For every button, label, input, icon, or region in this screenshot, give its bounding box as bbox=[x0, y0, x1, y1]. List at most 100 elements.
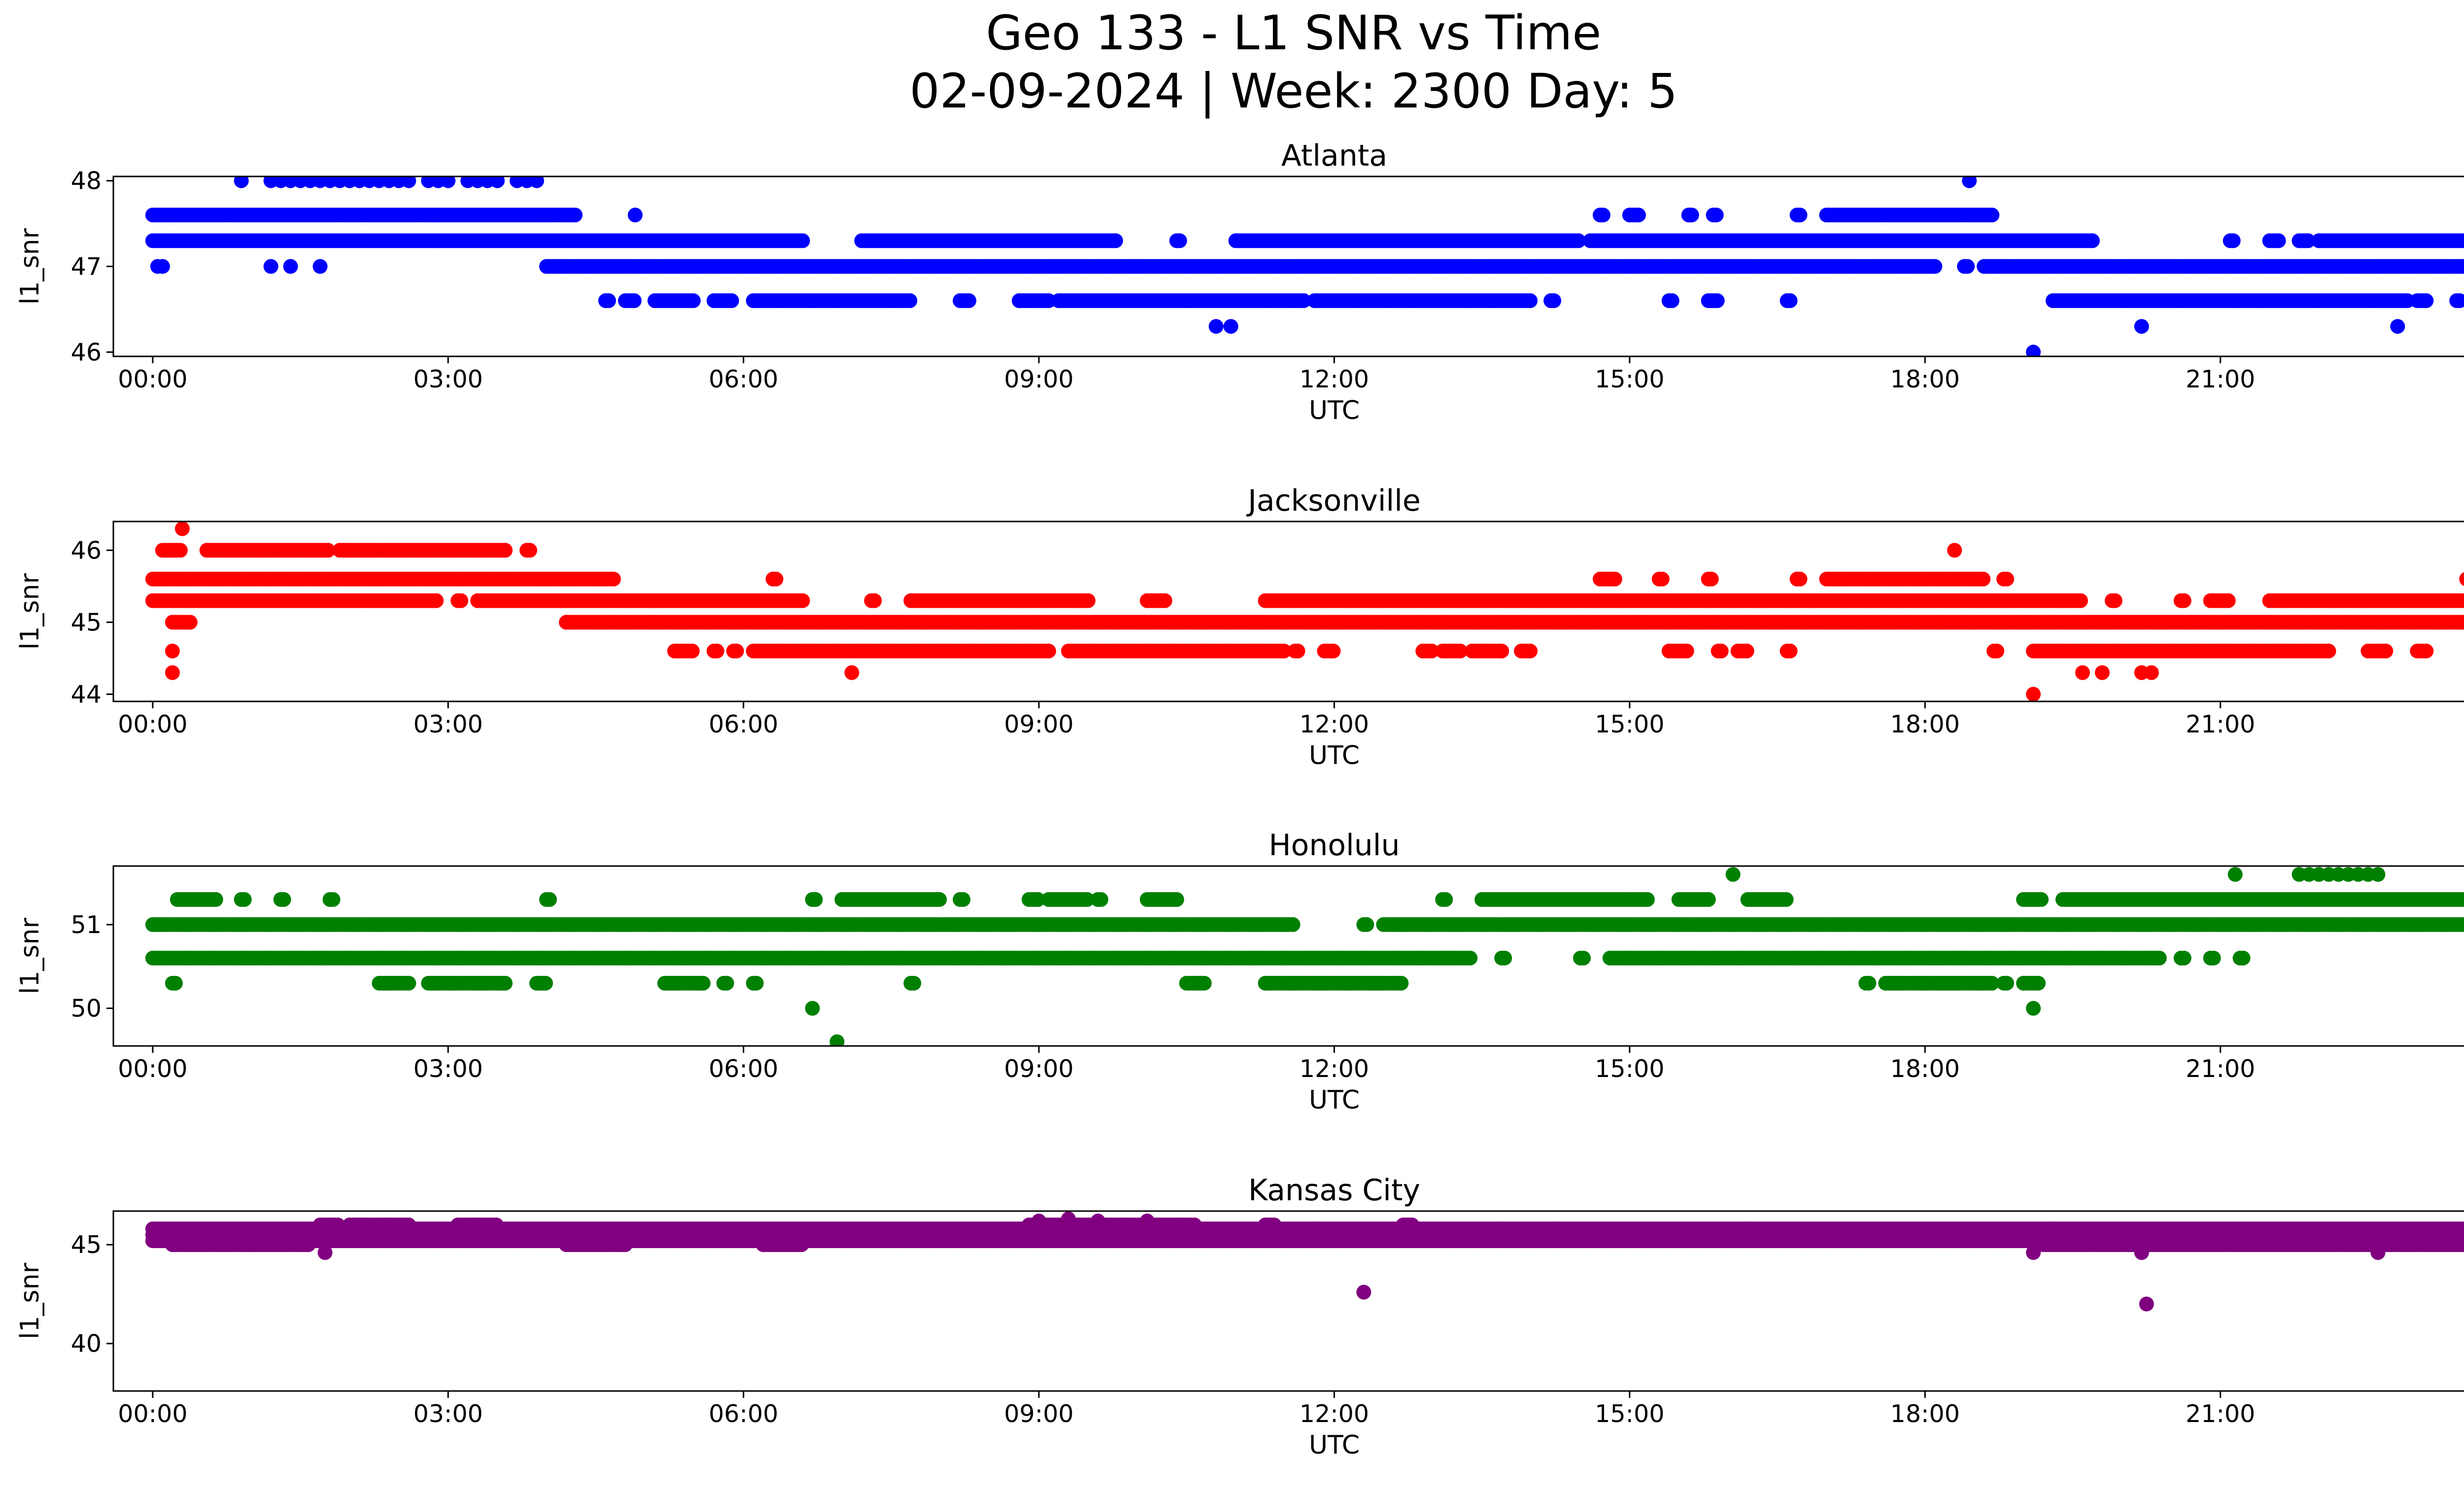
x-tick-label: 12:00 bbox=[1300, 710, 1369, 738]
data-point bbox=[1453, 643, 1468, 659]
subplot-jacksonville: 00:00 03:00 06:00 09:00 12:00 15:00 18:00 21:00… bbox=[15, 484, 2464, 770]
data-point bbox=[2221, 593, 2236, 608]
data-point bbox=[1276, 643, 1292, 659]
x-tick-label: 00:00 bbox=[118, 365, 187, 393]
data-point bbox=[1701, 892, 1716, 907]
data-point bbox=[2225, 233, 2241, 248]
data-point bbox=[902, 293, 918, 308]
data-point bbox=[453, 593, 469, 608]
data-point bbox=[2462, 236, 2464, 246]
data-point bbox=[1208, 319, 1224, 334]
data-point bbox=[1523, 643, 1538, 659]
data-point bbox=[2460, 594, 2464, 607]
data-point bbox=[1523, 293, 1538, 308]
data-point bbox=[1595, 208, 1610, 223]
y-axis-label: l1_snr bbox=[15, 573, 45, 650]
data-point bbox=[1710, 293, 1725, 308]
data-point bbox=[165, 665, 180, 680]
data-point bbox=[165, 643, 180, 659]
data-point bbox=[1041, 643, 1057, 659]
x-axis-label: UTC bbox=[1309, 741, 1360, 770]
data-point bbox=[684, 643, 700, 659]
data-point bbox=[1962, 176, 1977, 188]
data-point bbox=[208, 892, 223, 907]
data-point bbox=[529, 176, 545, 188]
data-point bbox=[709, 643, 724, 659]
x-tick-label: 18:00 bbox=[1890, 710, 1960, 738]
data-point bbox=[1285, 917, 1300, 932]
figure-title-line-2: 02-09-2024 | Week: 2300 Day: 5 bbox=[910, 64, 1678, 119]
data-point bbox=[1080, 892, 1095, 907]
data-point bbox=[2459, 234, 2464, 248]
data-point bbox=[2271, 233, 2286, 248]
data-point bbox=[182, 615, 198, 630]
scatter-points bbox=[145, 176, 2464, 356]
subplot-title: Jacksonville bbox=[1246, 484, 1421, 518]
subplots: 00:00 03:00 06:00 09:00 12:00 15:00 18:00 21:00… bbox=[15, 139, 2464, 1460]
data-point bbox=[1438, 892, 1453, 907]
data-point bbox=[1960, 259, 1975, 274]
data-point bbox=[263, 259, 278, 274]
subplot-honolulu: 00:00 03:00 06:00 09:00 12:00 15:00 18:00 21:00… bbox=[15, 828, 2464, 1115]
data-point bbox=[2026, 345, 2041, 356]
data-point bbox=[2073, 593, 2088, 608]
x-tick-label: 21:00 bbox=[2186, 365, 2255, 393]
data-point bbox=[429, 593, 444, 608]
subplot-atlanta: 00:00 03:00 06:00 09:00 12:00 15:00 18:00 21:00… bbox=[15, 139, 2464, 425]
data-point bbox=[2107, 593, 2122, 608]
data-point bbox=[685, 293, 701, 308]
x-tick-label: 00:00 bbox=[118, 710, 187, 738]
data-point bbox=[2459, 572, 2464, 586]
data-point bbox=[2144, 665, 2159, 680]
data-point bbox=[283, 259, 298, 274]
data-point bbox=[522, 543, 538, 558]
data-point bbox=[1989, 643, 2005, 659]
data-point bbox=[2134, 319, 2149, 334]
data-point bbox=[932, 892, 947, 907]
data-point bbox=[1684, 208, 1699, 223]
data-point bbox=[542, 892, 557, 907]
data-point bbox=[1094, 892, 1108, 907]
data-point bbox=[2460, 893, 2464, 906]
data-point bbox=[627, 208, 643, 223]
data-point bbox=[724, 293, 739, 308]
data-point bbox=[1739, 643, 1754, 659]
data-point bbox=[795, 233, 810, 248]
data-point bbox=[961, 293, 977, 308]
data-point bbox=[606, 571, 621, 587]
data-point bbox=[1792, 208, 1808, 223]
data-point bbox=[1713, 643, 1729, 659]
data-point bbox=[2419, 643, 2434, 659]
data-point bbox=[172, 543, 188, 558]
x-tick-label: 15:00 bbox=[1595, 365, 1664, 393]
data-point bbox=[2321, 643, 2336, 659]
data-point bbox=[2461, 616, 2464, 628]
data-point bbox=[1792, 571, 1808, 587]
y-axis-label: l1_snr bbox=[15, 228, 45, 305]
data-point bbox=[795, 593, 810, 608]
y-tick-label: 46 bbox=[71, 536, 102, 564]
data-point bbox=[237, 892, 252, 907]
data-point bbox=[1709, 208, 1724, 223]
data-point bbox=[1664, 293, 1679, 308]
data-point bbox=[2176, 593, 2191, 608]
data-point bbox=[1631, 208, 1646, 223]
data-point bbox=[2452, 293, 2464, 308]
data-point bbox=[626, 293, 642, 308]
data-point bbox=[1607, 571, 1622, 587]
data-point bbox=[1169, 892, 1184, 907]
data-point bbox=[768, 571, 784, 587]
data-point bbox=[1679, 643, 1694, 659]
subplot-title: Atlanta bbox=[1281, 139, 1387, 173]
data-point bbox=[1704, 571, 1719, 587]
data-point bbox=[234, 176, 249, 188]
data-point bbox=[844, 665, 859, 680]
data-point bbox=[174, 522, 190, 536]
data-point bbox=[1326, 643, 1341, 659]
data-point bbox=[2378, 643, 2394, 659]
y-tick-label: 46 bbox=[71, 338, 102, 366]
data-point bbox=[325, 892, 341, 907]
data-point bbox=[1640, 892, 1655, 907]
data-point bbox=[1779, 892, 1794, 907]
